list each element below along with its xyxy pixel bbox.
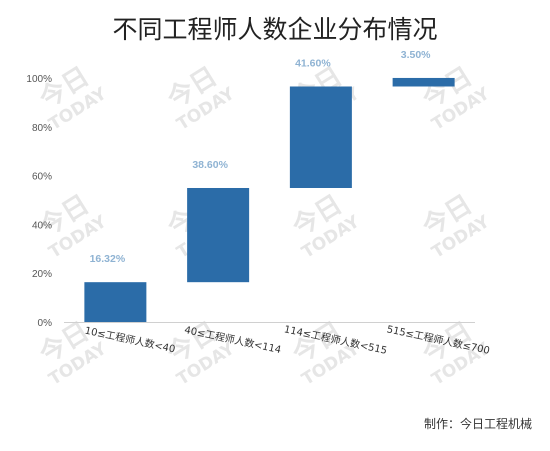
y-tick-label: 0% [38, 318, 53, 329]
bar [84, 282, 147, 322]
data-label: 16.32% [90, 253, 126, 265]
y-tick-label: 40% [32, 220, 52, 231]
bar [187, 187, 250, 283]
y-tick-label: 100% [26, 74, 52, 85]
y-axis-ticks: 0% 20% 40% 60% 80% 100% [26, 74, 52, 329]
chart-title: 不同工程师人数企业分布情况 [112, 15, 437, 44]
data-label: 38.60% [192, 159, 228, 171]
data-label: 41.60% [295, 57, 331, 69]
data-labels: 16.32% 38.60% 41.60% 3.50% [90, 49, 432, 265]
y-tick-label: 80% [32, 123, 52, 134]
bar [289, 86, 352, 188]
bar [392, 77, 455, 87]
y-tick-label: 60% [32, 172, 52, 183]
source-text: 制作：今日工程机械 [424, 416, 532, 431]
bars [84, 77, 455, 322]
y-tick-label: 20% [32, 269, 52, 280]
data-label: 3.50% [401, 49, 431, 61]
